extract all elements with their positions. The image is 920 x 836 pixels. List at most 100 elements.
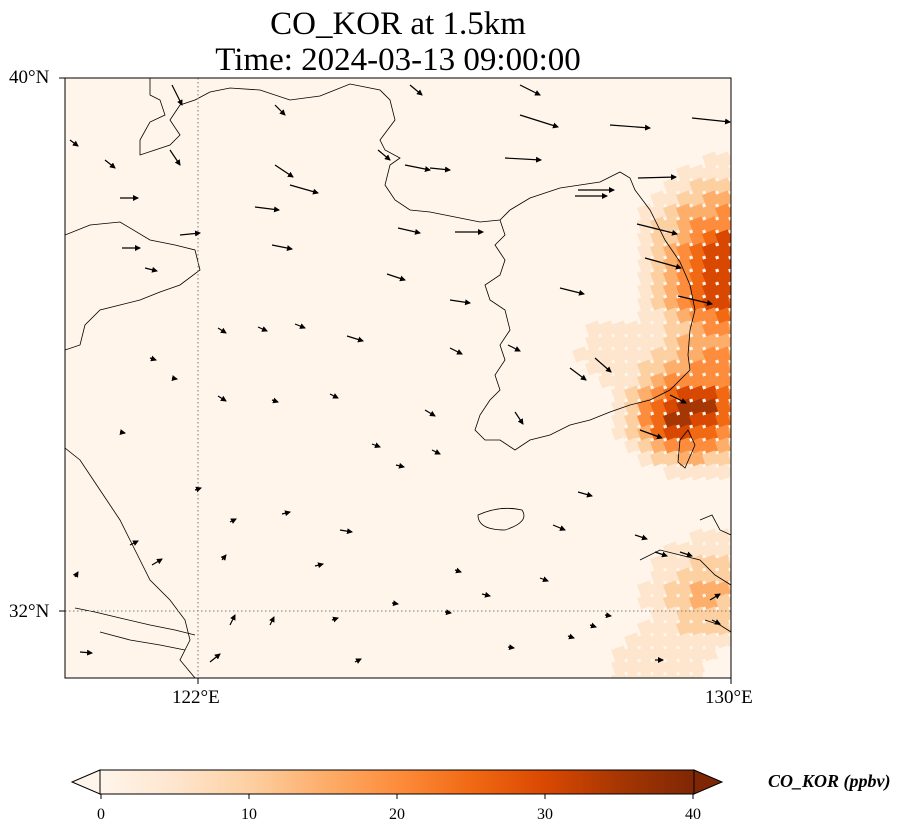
wind-arrow	[171, 84, 183, 106]
co-cell	[585, 385, 603, 403]
co-cell	[715, 190, 731, 208]
co-cell	[715, 320, 731, 338]
co-cell	[689, 229, 707, 247]
co-cell	[702, 671, 720, 678]
co-cell	[715, 580, 731, 598]
co-cell	[611, 398, 629, 416]
co-cell	[702, 580, 720, 598]
co-cell	[715, 372, 731, 390]
wind-arrow	[217, 327, 227, 334]
co-cell	[715, 229, 731, 247]
co-cell	[650, 619, 668, 637]
co-cell	[663, 411, 681, 429]
co-cell	[702, 242, 720, 260]
co-cell	[611, 437, 629, 455]
co-cell	[689, 671, 707, 678]
co-cell	[650, 398, 668, 416]
wind-arrow	[679, 551, 693, 558]
co-cell	[637, 216, 655, 234]
co-cell	[676, 164, 694, 182]
wind-arrow	[397, 227, 421, 235]
co-cell	[611, 411, 629, 429]
co-cell	[598, 346, 616, 364]
co-cell	[650, 593, 668, 611]
co-cell	[663, 294, 681, 312]
wind-arrow	[377, 149, 391, 161]
co-cell	[624, 424, 642, 442]
wind-arrow	[559, 287, 585, 296]
co-cell	[702, 554, 720, 572]
co-cell	[676, 216, 694, 234]
co-cell	[624, 333, 642, 351]
co-cell	[663, 645, 681, 663]
co-cell	[637, 281, 655, 299]
co-cell	[689, 307, 707, 325]
co-cell	[676, 320, 694, 338]
co-cell	[702, 658, 720, 676]
co-cell	[702, 424, 720, 442]
wind-arrow	[449, 299, 471, 306]
co-cell	[650, 190, 668, 208]
co-cell	[689, 424, 707, 442]
wind-arrow	[519, 84, 541, 96]
co-cell	[624, 671, 642, 678]
wind-arrow	[294, 323, 306, 329]
co-cell	[650, 216, 668, 234]
wind-arrow	[354, 658, 362, 664]
wind-arrow	[229, 614, 236, 626]
co-cell	[650, 450, 668, 468]
map-frame	[64, 77, 732, 679]
co-cell	[598, 658, 616, 676]
co-cell	[585, 359, 603, 377]
co-cell	[676, 580, 694, 598]
co-cell	[702, 320, 720, 338]
wind-arrow	[429, 166, 451, 173]
co-cell	[663, 424, 681, 442]
co-cell	[624, 359, 642, 377]
wind-arrow	[539, 576, 549, 583]
co-cell	[676, 554, 694, 572]
wind-arrow	[409, 84, 423, 96]
wind-arrow	[229, 518, 237, 524]
co-cell	[637, 268, 655, 286]
co-cell	[715, 645, 731, 663]
co-cell	[650, 424, 668, 442]
co-cell	[689, 255, 707, 273]
co-cell	[637, 424, 655, 442]
co-cell	[689, 398, 707, 416]
co-cell	[702, 151, 720, 169]
co-cell	[637, 320, 655, 338]
wind-arrow	[331, 616, 339, 623]
wind-arrow	[514, 411, 524, 425]
co-cell	[637, 346, 655, 364]
co-cell	[663, 320, 681, 338]
wind-arrow	[217, 395, 227, 402]
wind-arrow	[519, 114, 559, 129]
co-cell	[624, 320, 642, 338]
co-cell	[611, 671, 629, 678]
co-cell	[715, 294, 731, 312]
co-cell	[715, 450, 731, 468]
co-cell	[637, 385, 655, 403]
wind-arrow	[454, 567, 462, 574]
co-cell	[663, 437, 681, 455]
co-cell	[637, 450, 655, 468]
wind-arrow	[569, 367, 587, 381]
co-cell	[702, 281, 720, 299]
co-cell	[663, 190, 681, 208]
co-cell	[637, 307, 655, 325]
co-cell	[585, 333, 603, 351]
co-cell	[637, 437, 655, 455]
co-cell	[598, 385, 616, 403]
co-cell	[689, 645, 707, 663]
wind-arrow	[481, 591, 491, 598]
co-cell	[715, 528, 731, 546]
co-cell	[611, 385, 629, 403]
co-cell	[650, 632, 668, 650]
co-cell	[650, 255, 668, 273]
co-cell	[650, 580, 668, 598]
co-cell	[689, 216, 707, 234]
co-cell	[702, 372, 720, 390]
wind-arrow	[144, 266, 158, 273]
co-cell	[676, 450, 694, 468]
